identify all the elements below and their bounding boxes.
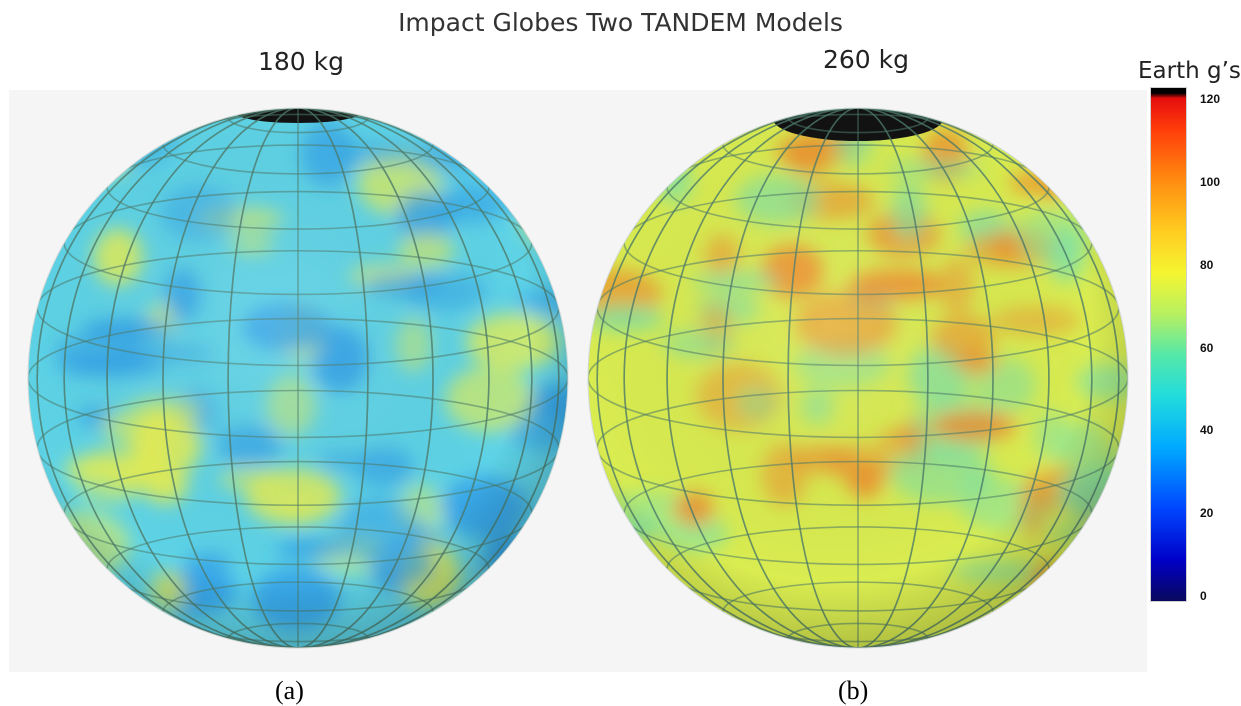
figure-title: Impact Globes Two TANDEM Models (398, 8, 843, 37)
panel-a-tag: (a) (275, 676, 304, 705)
colorbar-tick-label: 60 (1200, 340, 1214, 355)
globe-surface (28, 108, 568, 648)
colorbar-tick-label: 80 (1200, 257, 1214, 272)
panel-b-tag: (b) (838, 676, 869, 705)
colorbar-tick-label: 40 (1200, 423, 1214, 438)
globe-b-impact-map (587, 107, 1129, 649)
globe-surface (588, 108, 1128, 648)
colorbar (1150, 87, 1187, 602)
globe-b-label: 260 kg (823, 45, 910, 74)
colorbar-tick-label: 120 (1200, 92, 1221, 106)
colorbar-tick-label: 100 (1200, 174, 1221, 189)
globe-a-label: 180 kg (258, 47, 345, 76)
globe-a-impact-map (27, 107, 569, 649)
colorbar-tick-label: 20 (1200, 506, 1214, 521)
colorbar-tick-label: 0 (1200, 589, 1207, 603)
colorbar-title: Earth g’s (1138, 58, 1241, 84)
